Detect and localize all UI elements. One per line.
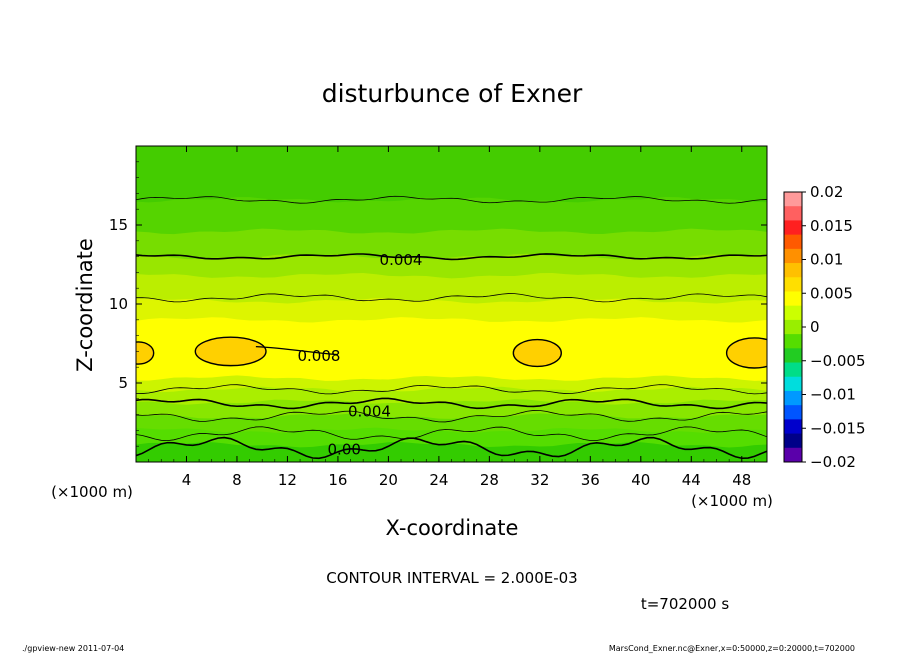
contour-line xyxy=(136,426,767,442)
colorbar-swatch xyxy=(784,248,802,264)
x-axis-title: X-coordinate xyxy=(386,516,519,540)
contour-line xyxy=(136,253,767,261)
x-tick-label: 32 xyxy=(530,471,549,489)
colorbar-label: −0.015 xyxy=(810,419,866,437)
contour-line xyxy=(136,293,767,303)
contour-line xyxy=(136,410,767,423)
x-unit-label-right: (×1000 m) xyxy=(691,492,773,510)
colorbar-label: −0.01 xyxy=(810,386,856,404)
contour-label: 0.00 xyxy=(328,440,361,458)
colorbar: 0.02 0.015 0.01 0.005 0 −0.005 −0.01 −0.015 −0.0… xyxy=(783,183,866,471)
colorbar-swatch xyxy=(784,220,802,236)
colorbar-swatch xyxy=(784,362,802,378)
colorbar-label: 0.01 xyxy=(810,251,843,269)
y-axis-ticks: 5 10 15 xyxy=(109,145,767,463)
x-tick-label: 4 xyxy=(182,471,192,489)
high-contour-blob xyxy=(725,337,767,369)
contour-line xyxy=(136,384,767,395)
contour-band xyxy=(136,441,767,462)
colorbar-swatch xyxy=(784,277,802,292)
colorbar-swatch xyxy=(784,206,802,221)
colorbar-swatch xyxy=(784,319,802,335)
contour-label: 0.004 xyxy=(348,402,391,420)
chart-title: disturbunce of Exner xyxy=(322,79,583,108)
colorbar-label: −0.005 xyxy=(810,352,866,370)
colorbar-label: −0.02 xyxy=(810,453,856,471)
colorbar-swatch xyxy=(784,390,802,406)
contour-line xyxy=(136,397,767,410)
colorbar-swatch xyxy=(784,419,802,435)
x-tick-label: 44 xyxy=(682,471,701,489)
y-axis-title: Z-coordinate xyxy=(73,238,97,372)
colorbar-swatch xyxy=(784,291,802,307)
colorbar-swatch xyxy=(784,348,802,364)
contour-interval-note: CONTOUR INTERVAL = 2.000E-03 xyxy=(326,569,577,587)
x-tick-label: 48 xyxy=(732,471,751,489)
colorbar-swatch xyxy=(784,234,802,250)
time-label: t=702000 s xyxy=(641,595,729,613)
footer-left: ./gpview-new 2011-07-04 xyxy=(22,644,124,653)
colorbar-swatch xyxy=(784,334,802,349)
colorbar-swatch xyxy=(784,433,802,449)
contour-label: 0.004 xyxy=(380,251,423,269)
x-tick-label: 24 xyxy=(429,471,448,489)
y-tick-label: 10 xyxy=(109,295,128,313)
contour-plot-area: 0.004 0.008 0.004 0.00 xyxy=(135,145,768,463)
x-tick-label: 36 xyxy=(581,471,600,489)
contour-label: 0.008 xyxy=(298,347,341,365)
contour-line xyxy=(136,195,767,204)
x-unit-label: (×1000 m) xyxy=(51,483,133,501)
x-tick-label: 16 xyxy=(328,471,347,489)
colorbar-swatch xyxy=(784,405,802,420)
contour-line xyxy=(255,346,338,356)
x-tick-label: 12 xyxy=(278,471,297,489)
colorbar-swatch xyxy=(784,447,802,463)
x-axis-ticks: 4 8 12 16 20 24 28 32 36 40 44 48 xyxy=(135,146,768,489)
y-tick-label: 15 xyxy=(109,216,128,234)
colorbar-swatch xyxy=(784,305,802,321)
colorbar-label: 0.02 xyxy=(810,183,843,201)
x-tick-label: 8 xyxy=(232,471,242,489)
high-contour-blob xyxy=(194,336,267,367)
colorbar-label: 0.005 xyxy=(810,284,853,302)
contour-line xyxy=(136,436,767,460)
x-tick-label: 28 xyxy=(480,471,499,489)
footer-right: MarsCond_Exner.nc@Exner,x=0:50000,z=0:20… xyxy=(609,644,855,653)
y-tick-label: 5 xyxy=(118,374,128,392)
high-contour-blob xyxy=(136,341,155,365)
x-tick-label: 20 xyxy=(379,471,398,489)
colorbar-label: 0.015 xyxy=(810,217,853,235)
high-contour-blob xyxy=(512,338,562,368)
colorbar-swatch xyxy=(784,263,802,278)
x-tick-label: 40 xyxy=(631,471,650,489)
colorbar-swatch xyxy=(784,376,802,392)
colorbar-label: 0 xyxy=(810,318,820,336)
colorbar-swatch xyxy=(784,192,802,207)
